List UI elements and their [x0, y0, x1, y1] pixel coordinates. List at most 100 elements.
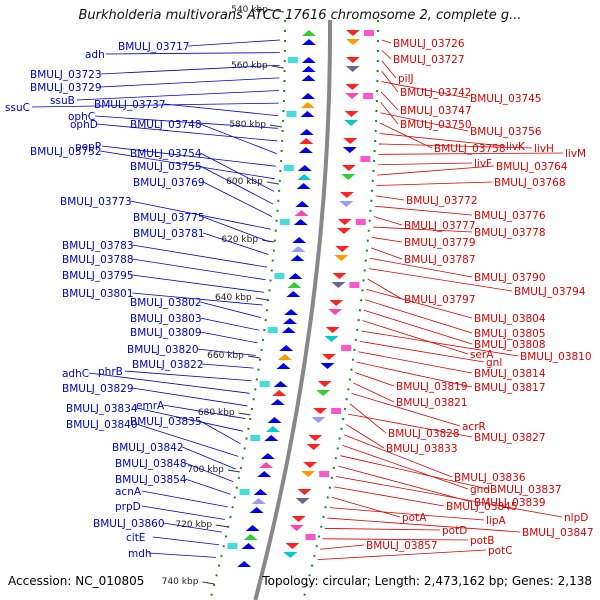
leader-line [200, 301, 262, 319]
leader-line [124, 370, 252, 382]
gene-glyph [295, 498, 310, 504]
left-gene-label: adhC [62, 368, 89, 380]
leader-line [101, 145, 276, 167]
gene-box [267, 327, 278, 333]
leader-line [365, 299, 473, 334]
gene-glyph [313, 408, 328, 414]
leader-line [185, 462, 234, 483]
leader-line [105, 52, 280, 55]
scale-tick-label: 740 kbp [162, 577, 199, 587]
scale-tick-label: 560 kbp [231, 61, 268, 71]
right-gene-label: livF [474, 158, 492, 170]
leader-line [369, 257, 473, 278]
leader-line [374, 205, 473, 216]
gene-glyph [301, 93, 316, 99]
left-gene-label: BMULJ_03848 [115, 458, 187, 470]
gene-glyph [291, 516, 306, 522]
gene-glyph [345, 93, 360, 99]
leader-line [366, 289, 473, 319]
leader-line [100, 64, 280, 75]
right-gene-label: BMULJ_03778 [474, 227, 546, 239]
backbone-arc [253, 20, 332, 600]
left-gene-label: BMULJ_03834 [66, 403, 138, 415]
leader-line [182, 446, 236, 470]
gene-glyph [272, 390, 287, 396]
scale-tick-label: 600 kbp [226, 177, 263, 187]
gene-glyph [316, 390, 331, 396]
leader-line [203, 181, 273, 218]
leader-line [130, 200, 271, 230]
gene-glyph [293, 219, 308, 225]
gene-glyph [303, 462, 318, 468]
leader-line [381, 39, 392, 44]
leader-line [359, 340, 485, 363]
left-gene-label: BMULJ_03783 [62, 240, 134, 252]
leader-line [31, 102, 279, 108]
leader-line [94, 115, 278, 129]
gene-glyph [345, 39, 360, 45]
leader-line [200, 165, 274, 205]
scale-tick-label: 540 kbp [231, 5, 268, 15]
leader-line [162, 404, 246, 419]
right-gene-label: BMULJ_03836 [454, 472, 526, 484]
gene-glyph [301, 66, 316, 72]
leader-line [377, 165, 495, 176]
gene-glyph [328, 309, 343, 315]
left-gene-label: emrA [136, 400, 165, 412]
right-gene-label: BMULJ_03727 [393, 54, 465, 66]
gene-box [331, 408, 342, 414]
left-gene-label: adh [85, 49, 105, 61]
leader-line [322, 538, 469, 541]
gene-glyph [331, 282, 346, 288]
gene-glyph [302, 30, 316, 36]
scale-tick [255, 297, 268, 301]
gene-glyph [301, 75, 316, 81]
gene-glyph [237, 561, 252, 567]
scale-tick-label: 700 kbp [187, 465, 224, 475]
leader-line [132, 258, 266, 281]
right-gene-label: BMULJ_03814 [474, 368, 546, 380]
leader-line [148, 552, 217, 558]
summary-text: Topology: circular; Length: 2,473,162 bp… [262, 574, 592, 588]
right-gene-label: BMULJ_03808 [474, 339, 546, 351]
scale-tick-label: 660 kbp [207, 351, 244, 361]
leader-line [200, 420, 241, 445]
left-gene-label: BMULJ_03809 [130, 327, 202, 339]
gene-box [274, 273, 285, 279]
gene-glyph [297, 174, 312, 180]
left-gene-label: acnA [115, 486, 142, 498]
gene-glyph [300, 111, 315, 117]
leader-line [163, 522, 223, 533]
leader-line [324, 528, 441, 531]
gene-glyph [335, 246, 350, 252]
left-gene-label: BMULJ_03755 [130, 161, 202, 173]
gene-glyph [320, 363, 335, 369]
right-gene-label: BMULJ_03787 [404, 254, 476, 266]
leader-line [100, 150, 275, 180]
leader-line [376, 181, 493, 186]
right-gene-label: BMULJ_03839 [474, 497, 546, 509]
gene-glyph [325, 327, 340, 333]
gene-glyph [259, 462, 274, 468]
right-gene-label: potB [470, 535, 494, 547]
gene-box [250, 435, 261, 441]
right-gene-label: BMULJ_03764 [496, 161, 568, 173]
left-gene-label: BMULJ_03801 [62, 288, 134, 300]
leader-line [362, 320, 469, 355]
leader-line [327, 517, 521, 533]
right-gene-label: BMULJ_03805 [474, 328, 546, 340]
leader-line [380, 91, 399, 111]
right-gene-label: BMULJ_03756 [470, 126, 542, 138]
gene-glyph [283, 552, 298, 558]
gene-glyph [294, 210, 309, 216]
left-gene-label: BMULJ_03829 [62, 383, 134, 395]
leader-line [197, 348, 256, 356]
leader-line [379, 122, 433, 149]
scale-tick-label: 640 kbp [215, 293, 252, 303]
leader-line [381, 81, 469, 99]
right-gene-label: BMULJ_03772 [406, 195, 478, 207]
scale-tick-label: 680 kbp [198, 408, 235, 418]
right-gene-label: BMULJ_03804 [474, 313, 546, 325]
gene-box [349, 282, 360, 288]
leader-line [76, 90, 280, 101]
